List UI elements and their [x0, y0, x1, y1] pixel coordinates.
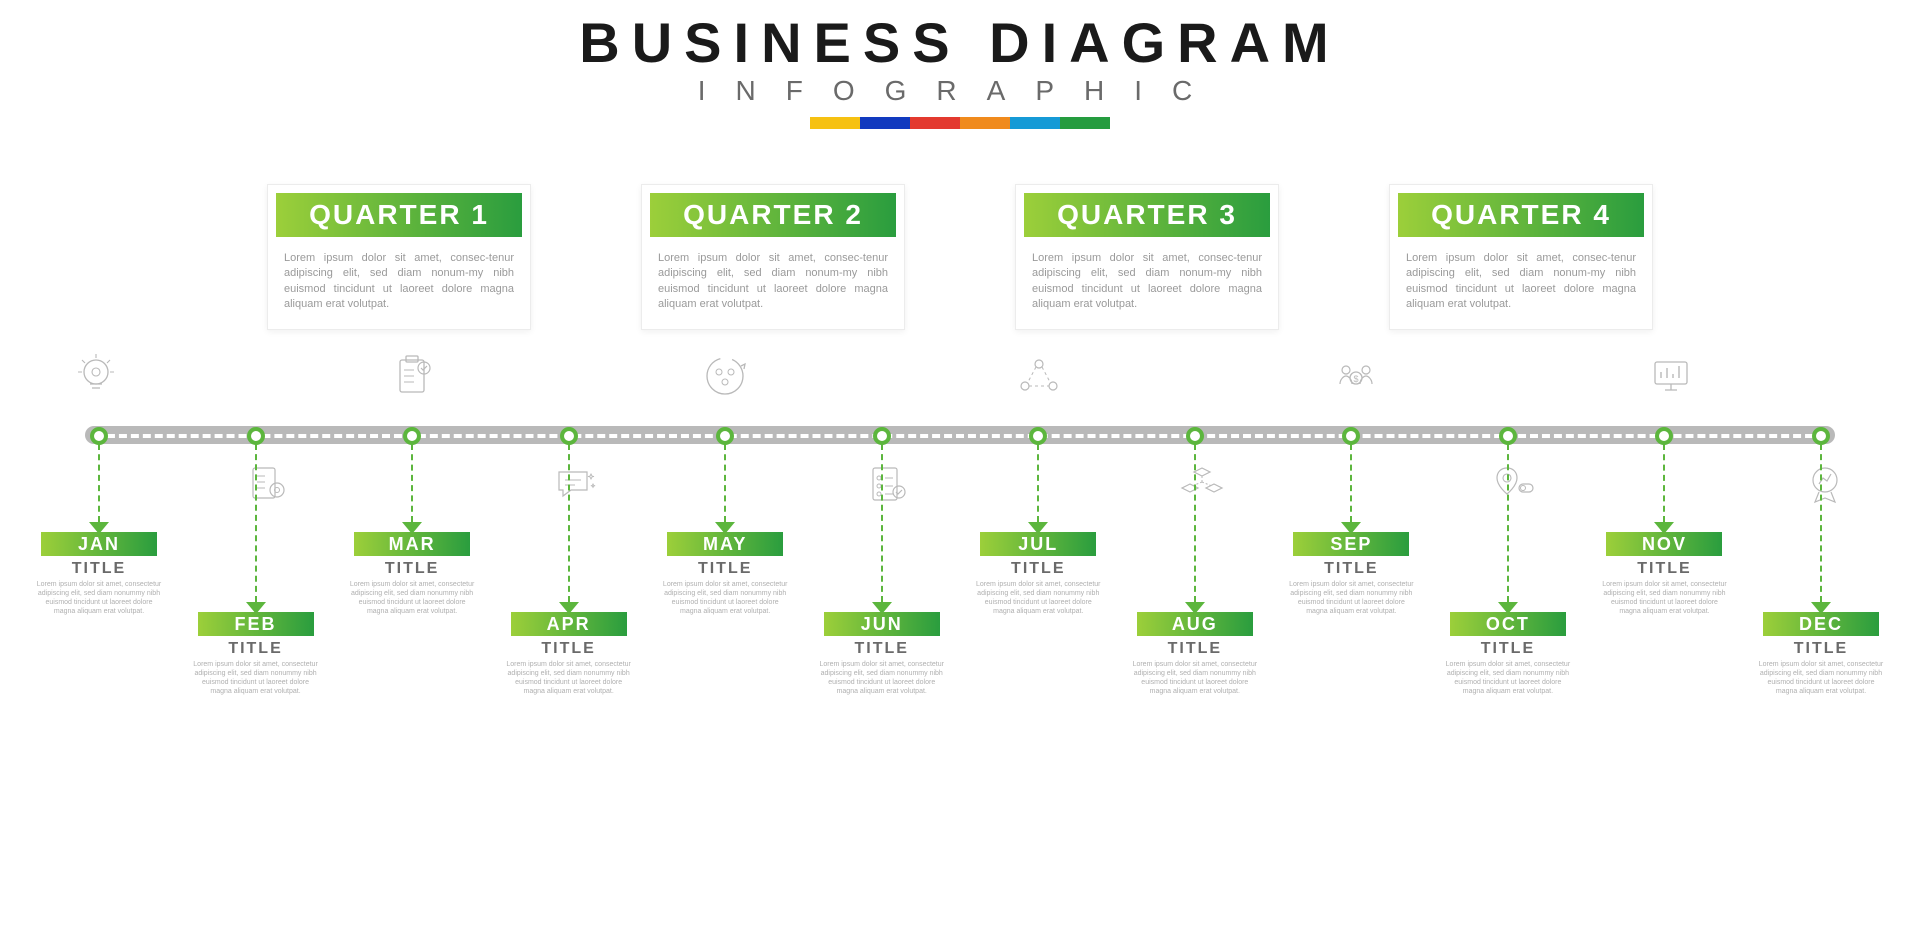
- month-dropline: [411, 444, 413, 522]
- monitor-chart-icon: [1647, 352, 1695, 400]
- month-title: TITLE: [1324, 560, 1378, 578]
- month-dropline: [1194, 444, 1196, 602]
- month-label: APR: [511, 612, 627, 636]
- month-title: TITLE: [1794, 640, 1848, 658]
- timeline-node: [1342, 427, 1360, 445]
- months: JANTITLELorem ipsum dolor sit amet, cons…: [85, 444, 1835, 744]
- month-title: TITLE: [228, 640, 282, 658]
- month-dropline: [1037, 444, 1039, 522]
- month-label: JUL: [980, 532, 1096, 556]
- month-title: TITLE: [72, 560, 126, 578]
- month-dropline: [1350, 444, 1352, 522]
- timeline-node: [403, 427, 421, 445]
- timeline-node: [247, 427, 265, 445]
- quarter-card: QUARTER 2Lorem ipsum dolor sit amet, con…: [641, 184, 905, 330]
- month-dropline: [255, 444, 257, 602]
- month-label: MAY: [667, 532, 783, 556]
- month-label: AUG: [1137, 612, 1253, 636]
- colorbar-segment: [1060, 117, 1110, 129]
- month-title: TITLE: [541, 640, 595, 658]
- timeline-nodes: [85, 426, 1835, 446]
- header: BUSINESS DIAGRAM INFOGRAPHIC: [0, 0, 1920, 129]
- quarter-label: QUARTER 3: [1024, 193, 1270, 237]
- month-dropline: [1507, 444, 1509, 602]
- timeline-node: [873, 427, 891, 445]
- month-desc: Lorem ipsum dolor sit amet, consectetur …: [817, 660, 947, 696]
- month-title: TITLE: [1481, 640, 1535, 658]
- timeline-node: [716, 427, 734, 445]
- colorbar-segment: [860, 117, 910, 129]
- quarter-label: QUARTER 1: [276, 193, 522, 237]
- month-label: MAR: [354, 532, 470, 556]
- month-label: JUN: [824, 612, 940, 636]
- month-desc: Lorem ipsum dolor sit amet, consectetur …: [1286, 580, 1416, 616]
- month-desc: Lorem ipsum dolor sit amet, consectetur …: [34, 580, 164, 616]
- clipboard-check-icon: [388, 352, 436, 400]
- people-network-icon: [1015, 352, 1063, 400]
- month-desc: Lorem ipsum dolor sit amet, consectetur …: [973, 580, 1103, 616]
- month-dropline: [568, 444, 570, 602]
- month-label: FEB: [198, 612, 314, 636]
- month-desc: Lorem ipsum dolor sit amet, consectetur …: [504, 660, 634, 696]
- quarter-card: QUARTER 4Lorem ipsum dolor sit amet, con…: [1389, 184, 1653, 330]
- page-subtitle: INFOGRAPHIC: [0, 75, 1920, 107]
- quarter-label: QUARTER 4: [1398, 193, 1644, 237]
- colorbar-segment: [910, 117, 960, 129]
- timeline-node: [1812, 427, 1830, 445]
- month-dropline: [98, 444, 100, 522]
- quarter-cards: QUARTER 1Lorem ipsum dolor sit amet, con…: [0, 184, 1920, 330]
- month-dropline: [724, 444, 726, 522]
- month-label: OCT: [1450, 612, 1566, 636]
- month-label: DEC: [1763, 612, 1879, 636]
- lightbulb-gear-icon: [72, 352, 120, 400]
- timeline-node: [1186, 427, 1204, 445]
- month-dropline: [1663, 444, 1665, 522]
- month-title: TITLE: [698, 560, 752, 578]
- top-icons: [85, 352, 1835, 412]
- month-label: JAN: [41, 532, 157, 556]
- quarter-label: QUARTER 2: [650, 193, 896, 237]
- timeline: [85, 426, 1835, 446]
- month-desc: Lorem ipsum dolor sit amet, consectetur …: [1599, 580, 1729, 616]
- month-label: SEP: [1293, 532, 1409, 556]
- month-desc: Lorem ipsum dolor sit amet, consectetur …: [660, 580, 790, 616]
- month-desc: Lorem ipsum dolor sit amet, consectetur …: [1443, 660, 1573, 696]
- month-desc: Lorem ipsum dolor sit amet, consectetur …: [191, 660, 321, 696]
- colorbar-segment: [1010, 117, 1060, 129]
- month-title: TITLE: [385, 560, 439, 578]
- month-dropline: [1820, 444, 1822, 602]
- month-desc: Lorem ipsum dolor sit amet, consectetur …: [347, 580, 477, 616]
- page-title: BUSINESS DIAGRAM: [0, 10, 1920, 75]
- money-people-icon: [1332, 352, 1380, 400]
- quarter-card: QUARTER 3Lorem ipsum dolor sit amet, con…: [1015, 184, 1279, 330]
- timeline-node: [1655, 427, 1673, 445]
- quarter-text: Lorem ipsum dolor sit amet, consec-tenur…: [1024, 237, 1270, 313]
- quarter-text: Lorem ipsum dolor sit amet, consec-tenur…: [276, 237, 522, 313]
- colorbar-segment: [810, 117, 860, 129]
- timeline-node: [1029, 427, 1047, 445]
- timeline-node: [560, 427, 578, 445]
- month-title: TITLE: [1168, 640, 1222, 658]
- timeline-node: [90, 427, 108, 445]
- month-title: TITLE: [1637, 560, 1691, 578]
- quarter-text: Lorem ipsum dolor sit amet, consec-tenur…: [1398, 237, 1644, 313]
- color-bar: [810, 117, 1110, 129]
- month-title: TITLE: [855, 640, 909, 658]
- colorbar-segment: [960, 117, 1010, 129]
- quarter-card: QUARTER 1Lorem ipsum dolor sit amet, con…: [267, 184, 531, 330]
- month-label: NOV: [1606, 532, 1722, 556]
- month-desc: Lorem ipsum dolor sit amet, consectetur …: [1130, 660, 1260, 696]
- month-desc: Lorem ipsum dolor sit amet, consectetur …: [1756, 660, 1886, 696]
- team-cycle-icon: [701, 352, 749, 400]
- month-title: TITLE: [1011, 560, 1065, 578]
- quarter-text: Lorem ipsum dolor sit amet, consec-tenur…: [650, 237, 896, 313]
- timeline-node: [1499, 427, 1517, 445]
- month-dropline: [881, 444, 883, 602]
